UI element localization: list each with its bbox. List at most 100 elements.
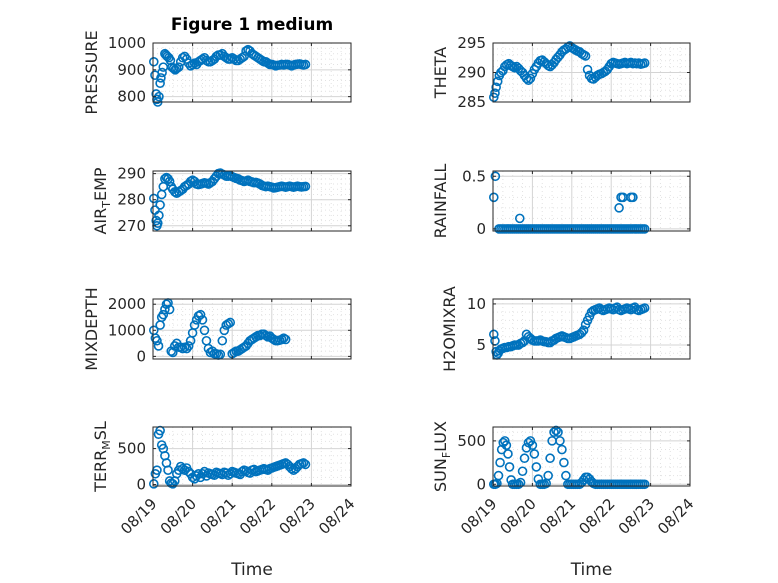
data-point [173, 62, 184, 72]
data-point [488, 192, 499, 203]
data-point [488, 329, 499, 340]
y-axis-label: AIRTEMP [91, 167, 113, 234]
y-tick-label: 285 [457, 93, 486, 111]
y-axis-label-main: RAINFALL [431, 164, 450, 239]
y-axis-label-subscript: T [100, 201, 113, 209]
figure-title: Figure 1 medium [171, 15, 333, 35]
x-tick-label: 08/22 [236, 495, 279, 538]
y-tick-label: 0.5 [462, 167, 486, 185]
y-axis-label: THETA [431, 47, 450, 99]
data-point [177, 343, 188, 354]
data-point [503, 449, 513, 459]
data-point [300, 459, 311, 470]
y-tick-label: 1000 [108, 34, 146, 52]
data-point [515, 477, 526, 488]
data-point [492, 76, 503, 87]
data-point [199, 325, 210, 336]
data-point [168, 63, 179, 74]
y-axis-label-subscript: M [100, 440, 113, 450]
data-point [491, 82, 501, 93]
data-point [225, 317, 236, 328]
data-point [148, 479, 159, 489]
data-point [578, 325, 589, 336]
y-tick-label: 10 [467, 295, 486, 313]
data-point [582, 64, 593, 75]
x-tick-label: 08/19 [117, 495, 160, 538]
axes-h2omixra: 5 10 H2OMIXRA [440, 286, 691, 372]
data-point [628, 192, 638, 203]
y-axis-label: RAINFALL [431, 164, 450, 239]
y-tick-label: 2000 [108, 295, 146, 313]
y-tick-label: 5 [476, 336, 486, 354]
axes-box [492, 298, 691, 360]
data-point [165, 55, 176, 66]
y-tick-label: 0 [476, 220, 486, 238]
data-point [156, 73, 166, 83]
data-point [280, 334, 291, 345]
y-axis-label-subscript: F [440, 452, 453, 458]
data-point [300, 181, 311, 192]
data-point [181, 343, 192, 354]
data-point [183, 341, 194, 351]
data-point [551, 425, 561, 436]
axes-box [492, 170, 691, 232]
axes-box [492, 426, 691, 487]
y-axis-label-tail: SL [91, 421, 110, 440]
y-axis-label-main: H2OMIXRA [440, 286, 459, 372]
axes-box [152, 298, 352, 360]
y-axis-label-tail: EMP [91, 167, 110, 201]
axes-mixdepth: 0 1000 2000 MIXDEPTH [82, 287, 352, 371]
y-tick-label: 1000 [108, 321, 146, 339]
data-point [148, 56, 159, 67]
data-point [153, 341, 164, 351]
x-axis-label: Time [230, 560, 273, 580]
x-tick-label: 08/20 [157, 495, 200, 538]
data-point [217, 335, 228, 346]
data-point [501, 440, 512, 451]
data-point [157, 67, 167, 78]
x-tick-label: 08/23 [276, 495, 319, 538]
data-point [519, 453, 530, 464]
data-point [545, 453, 555, 464]
y-tick-label: 0 [136, 476, 146, 494]
data-point [490, 171, 501, 182]
data-point [513, 479, 524, 490]
data-point [278, 333, 289, 343]
y-axis-label-main: MIXDEPTH [82, 287, 101, 370]
data-point [525, 73, 536, 84]
data-point [185, 176, 196, 187]
data-point [493, 470, 504, 481]
data-point [580, 51, 591, 61]
data-point [490, 88, 500, 98]
data-point [195, 309, 206, 320]
data-point [614, 203, 624, 213]
data-point [286, 463, 297, 474]
y-tick-label: 270 [117, 217, 146, 235]
x-tick-label: 08/19 [457, 495, 500, 538]
axes-rainfall: 0 0.5 RAINFALL [431, 164, 691, 239]
y-axis-label: MIXDEPTH [82, 287, 101, 370]
y-axis-label: SUNFLUX [431, 421, 453, 492]
axes-background [492, 170, 691, 232]
x-tick-label: 08/24 [315, 495, 358, 538]
data-point [557, 444, 567, 455]
y-axis-label: PRESSURE [82, 30, 101, 114]
data-point [197, 315, 208, 325]
data-point [241, 46, 251, 56]
data-point [555, 436, 565, 446]
data-point [553, 427, 563, 438]
data-point [529, 449, 540, 459]
data-point [154, 210, 164, 221]
data-point [504, 462, 515, 472]
data-point [223, 318, 234, 329]
y-tick-label: 280 [117, 191, 146, 209]
y-tick-label: 290 [457, 64, 486, 82]
y-axis-label-main: TERR [91, 450, 110, 493]
x-tick-label: 08/20 [497, 495, 540, 538]
data-point [576, 327, 587, 338]
x-tick-label: 08/22 [575, 495, 618, 538]
data-point [164, 176, 175, 187]
axes-pressure: 800 900 1000 PRESSURE [82, 30, 352, 115]
data-point [215, 349, 226, 360]
